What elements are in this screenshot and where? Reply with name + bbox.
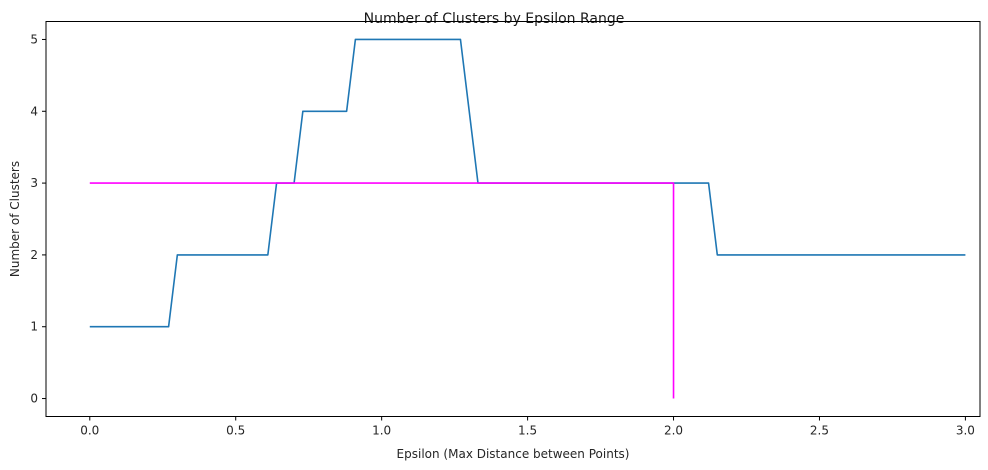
chart-title: Number of Clusters by Epsilon Range	[364, 11, 625, 27]
x-axis-label: Epsilon (Max Distance between Points)	[397, 447, 630, 461]
x-tick-label: 0.5	[226, 424, 245, 438]
x-tick-label: 1.0	[372, 424, 391, 438]
y-tick-label: 0	[30, 392, 38, 406]
x-axis: 0.0 0.5 1.0 1.5 2.0 2.5 3.0	[80, 416, 975, 438]
y-tick-label: 3	[30, 176, 38, 190]
plot-area	[89, 38, 966, 399]
y-tick-label: 5	[30, 32, 38, 46]
plot-frame	[45, 21, 981, 417]
x-tick-label: 3.0	[956, 424, 975, 438]
y-tick-label: 1	[30, 320, 38, 334]
x-tick-label: 1.5	[518, 424, 537, 438]
x-tick-label: 2.5	[810, 424, 829, 438]
y-axis: 0 1 2 3 4 5	[30, 32, 46, 406]
y-tick-label: 4	[30, 104, 38, 118]
series-line-2	[89, 182, 675, 399]
x-tick-label: 2.0	[664, 424, 683, 438]
y-tick-label: 2	[30, 248, 38, 262]
y-axis-label: Number of Clusters	[8, 161, 22, 277]
x-tick-label: 0.0	[80, 424, 99, 438]
